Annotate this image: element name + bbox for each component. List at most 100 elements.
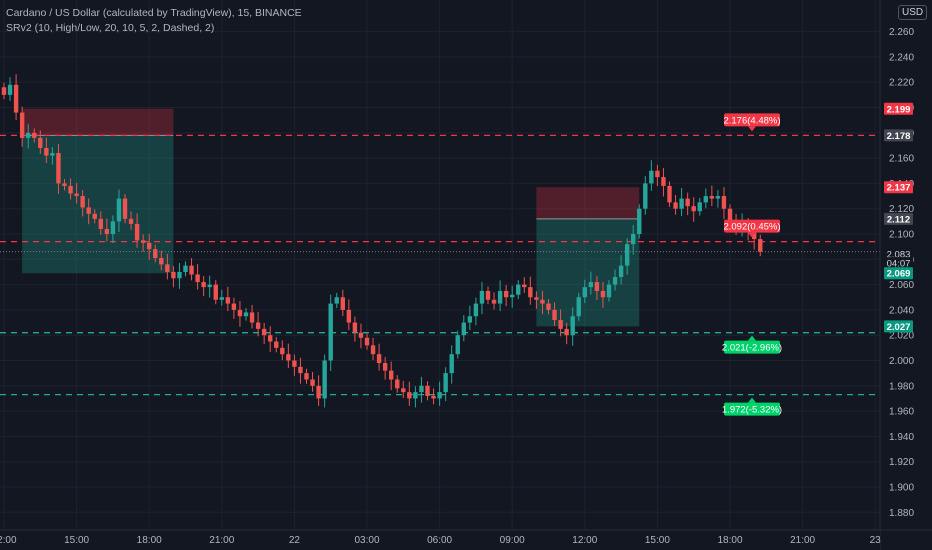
resistance-level-label: 2.176(4.48%) (723, 115, 780, 126)
price-label: 2.069 (887, 269, 911, 280)
candle-body (425, 385, 430, 396)
candle (364, 333, 370, 350)
candle (376, 343, 382, 371)
position-reward-zone (22, 135, 174, 274)
candle (721, 187, 727, 220)
candle-body (280, 347, 285, 355)
candle (437, 381, 442, 406)
position-risk-zone (22, 108, 174, 136)
candle (582, 279, 587, 304)
candle (407, 381, 412, 406)
candle (237, 300, 243, 327)
currency-button[interactable]: USD (898, 5, 928, 20)
candle (286, 343, 291, 368)
candle-body (503, 290, 509, 298)
candle-body (552, 309, 557, 321)
candle-body (140, 240, 146, 243)
price-tick-label: 1.920 (889, 457, 914, 468)
candle (419, 376, 424, 403)
candle (389, 361, 394, 390)
candle (140, 234, 146, 252)
candle-body (370, 345, 376, 355)
resistance-level-label: 2.092(0.45%) (723, 222, 780, 233)
candle (516, 280, 521, 300)
candle (485, 286, 491, 305)
candle-body (310, 379, 315, 386)
candle (600, 281, 606, 308)
candle-body (237, 309, 243, 317)
candle (588, 271, 594, 295)
candle (86, 198, 91, 225)
candle (68, 178, 73, 200)
candle-body (50, 153, 55, 156)
candle-body (128, 218, 134, 224)
price-label: 2.199 (887, 104, 911, 115)
candle (564, 322, 569, 345)
candle-body (564, 328, 569, 336)
candle (431, 388, 436, 405)
price-label-box (884, 267, 913, 280)
time-tick-label: 12:00 (0, 535, 17, 546)
candle-body (80, 196, 85, 208)
candle-body (691, 206, 696, 212)
candle-body (92, 213, 97, 219)
time-tick-label: 23 (870, 535, 882, 546)
candle-body (304, 373, 309, 380)
candle-body (334, 297, 339, 304)
candle (56, 144, 61, 194)
candle (382, 357, 388, 380)
candle (249, 304, 255, 329)
candle (122, 194, 128, 224)
candle-body (624, 244, 630, 266)
candle-body (322, 360, 327, 399)
candle-body (570, 316, 575, 336)
price-label-box (884, 257, 913, 270)
candle (13, 74, 19, 121)
candle-body (709, 196, 715, 199)
candle (358, 323, 364, 349)
candle-body (159, 258, 164, 265)
candle-body (116, 198, 122, 222)
symbol-title: Cardano / US Dollar (calculated by Tradi… (6, 7, 302, 19)
candle-body (26, 132, 31, 138)
price-label-box (884, 181, 913, 194)
candle-body (56, 153, 61, 184)
candle (346, 299, 352, 331)
candle (104, 218, 110, 242)
candle (165, 253, 170, 280)
candle (534, 291, 539, 309)
candle (183, 261, 188, 277)
candle-body (473, 303, 479, 317)
candle-body (637, 208, 642, 235)
candle (570, 307, 575, 346)
candle (606, 280, 612, 302)
candle-body (32, 132, 37, 138)
candle (255, 312, 261, 337)
price-tick-label: 2.160 (889, 154, 914, 165)
candle-body (19, 112, 25, 138)
candle (631, 225, 636, 255)
candle-body (225, 297, 231, 304)
time-tick-label: 15:00 (64, 535, 89, 546)
candle (195, 263, 200, 290)
candle (207, 275, 212, 298)
candle (92, 209, 97, 224)
candle (128, 211, 134, 230)
candle-body (13, 84, 19, 113)
candle (213, 280, 218, 305)
badge-pointer (748, 335, 756, 341)
candle-body (649, 170, 654, 184)
price-tick-label: 2.020 (889, 331, 914, 342)
price-label: 2.137 (887, 183, 911, 194)
candle-body (255, 322, 261, 329)
candle-body (183, 265, 188, 272)
indicator-title[interactable]: SRv2 (10, High/Low, 20, 10, 5, 2, Dashed… (6, 22, 215, 34)
badge-pointer (748, 397, 756, 403)
candle-body (534, 297, 539, 300)
price-tick-label: 2.100 (889, 230, 914, 241)
price-tick-label: 1.960 (889, 407, 914, 418)
candle-body (1, 87, 7, 95)
candle-body (600, 290, 606, 298)
